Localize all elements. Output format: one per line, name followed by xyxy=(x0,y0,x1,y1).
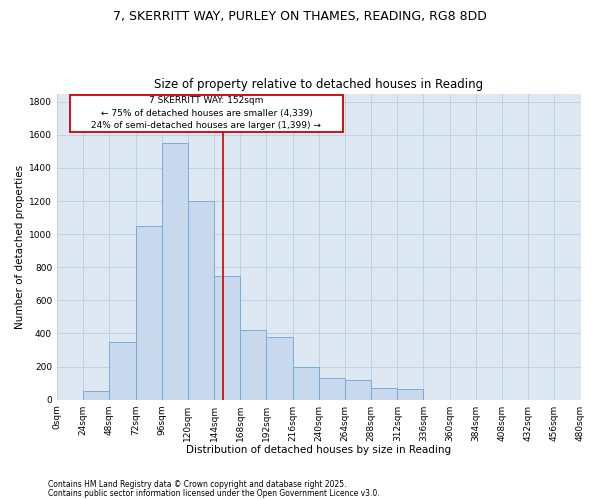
X-axis label: Distribution of detached houses by size in Reading: Distribution of detached houses by size … xyxy=(186,445,451,455)
Bar xyxy=(240,330,266,400)
Bar xyxy=(214,276,240,400)
Bar xyxy=(345,380,371,400)
Bar xyxy=(83,392,109,400)
Text: 24% of semi-detached houses are larger (1,399) →: 24% of semi-detached houses are larger (… xyxy=(91,121,322,130)
Bar xyxy=(293,366,319,400)
Bar xyxy=(162,143,188,400)
Bar xyxy=(136,226,162,400)
Bar xyxy=(188,201,214,400)
Text: Contains public sector information licensed under the Open Government Licence v3: Contains public sector information licen… xyxy=(48,488,380,498)
Text: ← 75% of detached houses are smaller (4,339): ← 75% of detached houses are smaller (4,… xyxy=(101,108,313,118)
Bar xyxy=(397,389,424,400)
Bar xyxy=(319,378,345,400)
Bar xyxy=(371,388,397,400)
Y-axis label: Number of detached properties: Number of detached properties xyxy=(15,164,25,328)
Text: 7 SKERRITT WAY: 152sqm: 7 SKERRITT WAY: 152sqm xyxy=(149,96,263,106)
Bar xyxy=(266,336,293,400)
Title: Size of property relative to detached houses in Reading: Size of property relative to detached ho… xyxy=(154,78,484,91)
Text: Contains HM Land Registry data © Crown copyright and database right 2025.: Contains HM Land Registry data © Crown c… xyxy=(48,480,347,489)
Text: 7, SKERRITT WAY, PURLEY ON THAMES, READING, RG8 8DD: 7, SKERRITT WAY, PURLEY ON THAMES, READI… xyxy=(113,10,487,23)
Bar xyxy=(109,342,136,400)
Bar xyxy=(70,95,343,132)
